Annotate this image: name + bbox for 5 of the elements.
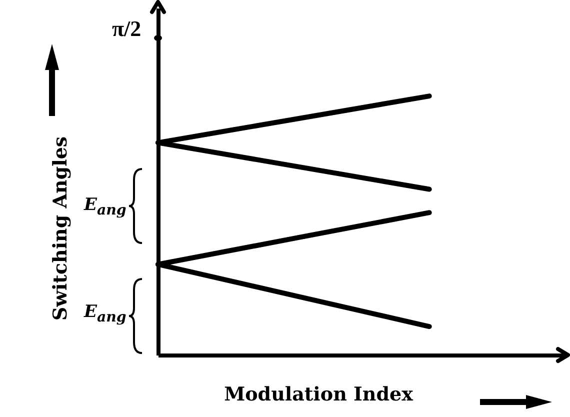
x-axis-title: Modulation Index	[224, 384, 414, 406]
text: π/2	[112, 16, 142, 42]
y-axis-title: Switching Angles	[50, 136, 72, 321]
text: E$_{ang}$	[84, 195, 126, 218]
text: E$_{ang}$	[84, 302, 126, 326]
